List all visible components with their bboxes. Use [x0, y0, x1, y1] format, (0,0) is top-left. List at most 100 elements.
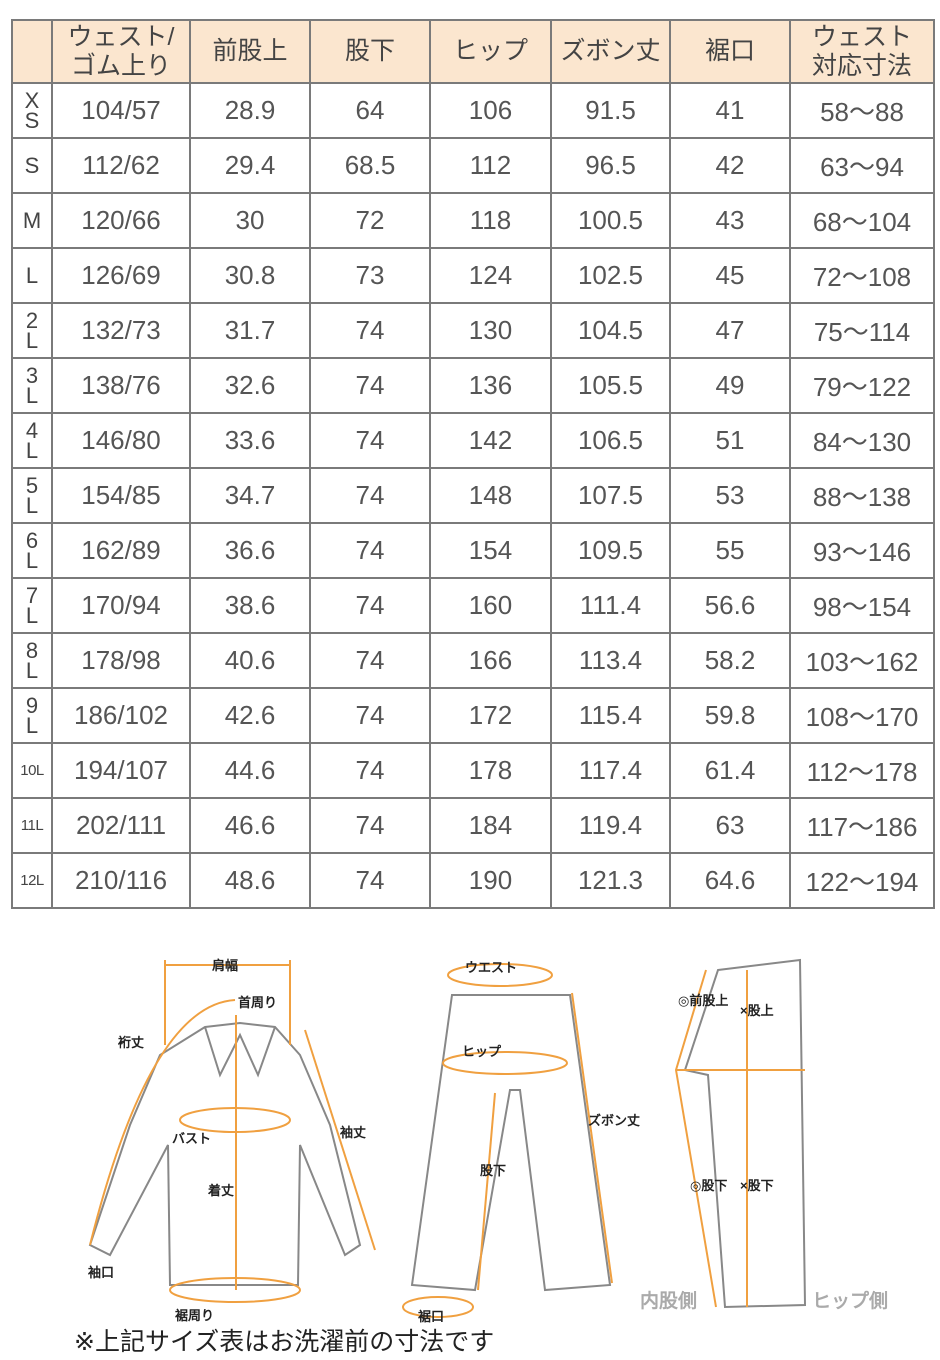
table-cell: 107.5 — [550, 467, 671, 524]
footnote: ※上記サイズ表はお洗濯前の寸法です — [74, 1328, 495, 1356]
table-cell: 30 — [189, 192, 311, 249]
label-front-rise: ◎前股上 — [678, 993, 728, 1008]
table-cell: 74 — [309, 742, 431, 799]
table-row: M 120/66 30 72 118 100.5 43 68〜104 — [11, 192, 935, 249]
label-neck: 首周り — [238, 995, 277, 1010]
table-cell: 28.9 — [189, 82, 311, 139]
label-inseam: 股下 — [480, 1163, 506, 1178]
table-cell: 34.7 — [189, 467, 311, 524]
table-cell: 117.4 — [550, 742, 671, 799]
table-cell: 106 — [429, 82, 552, 139]
table-cell: 146/80 — [51, 412, 191, 469]
label-length: 着丈 — [207, 1183, 234, 1198]
table-row: 3 L 138/76 32.6 74 136 105.5 49 79〜122 — [11, 357, 935, 414]
label-cuff: 袖口 — [88, 1265, 114, 1280]
table-cell: 64.6 — [669, 852, 791, 909]
table-cell: 74 — [309, 632, 431, 689]
table-cell: 38.6 — [189, 577, 311, 634]
table-cell: 33.6 — [189, 412, 311, 469]
size-label: L — [11, 247, 53, 304]
table-cell: 31.7 — [189, 302, 311, 359]
table-cell: 178 — [429, 742, 552, 799]
table-cell: 84〜130 — [789, 412, 935, 469]
table-cell: 96.5 — [550, 137, 671, 194]
table-cell: 112 — [429, 137, 552, 194]
table-cell: 63〜94 — [789, 137, 935, 194]
column-header: ウェスト 対応寸法 — [789, 19, 935, 84]
table-cell: 74 — [309, 687, 431, 744]
table-cell: 124 — [429, 247, 552, 304]
table-cell: 154/85 — [51, 467, 191, 524]
table-cell: 41 — [669, 82, 791, 139]
label-hem: 裾周り — [175, 1308, 214, 1323]
label-bust: バスト — [172, 1131, 211, 1146]
table-cell: 74 — [309, 852, 431, 909]
table-cell: 59.8 — [669, 687, 791, 744]
column-header: 裾口 — [669, 19, 791, 84]
column-header: ヒップ — [429, 19, 552, 84]
table-cell: 45 — [669, 247, 791, 304]
table-row: 12L 210/116 48.6 74 190 121.3 64.6 122〜194 — [11, 852, 935, 909]
table-cell: 132/73 — [51, 302, 191, 359]
size-chart-table: ウェスト/ ゴム上り 前股上 股下 ヒップ ズボン丈 裾口 ウェスト 対応寸法 X S 104/… — [11, 19, 935, 909]
table-cell: 122〜194 — [789, 852, 935, 909]
label-hip: ヒップ — [462, 1044, 502, 1059]
table-cell: 29.4 — [189, 137, 311, 194]
table-cell: 117〜186 — [789, 797, 935, 854]
table-cell: 111.4 — [550, 577, 671, 634]
table-cell: 42 — [669, 137, 791, 194]
table-cell: 210/116 — [51, 852, 191, 909]
table-row: 10L 194/107 44.6 74 178 117.4 61.4 112〜178 — [11, 742, 935, 799]
table-row: 8 L 178/98 40.6 74 166 113.4 58.2 103〜162 — [11, 632, 935, 689]
table-cell: 40.6 — [189, 632, 311, 689]
table-cell: 47 — [669, 302, 791, 359]
table-row: 9 L 186/102 42.6 74 172 115.4 59.8 108〜170 — [11, 687, 935, 744]
table-cell: 104/57 — [51, 82, 191, 139]
label-waist: ウエスト — [465, 960, 517, 975]
table-row: 11L 202/111 46.6 74 184 119.4 63 117〜186 — [11, 797, 935, 854]
table-cell: 178/98 — [51, 632, 191, 689]
table-cell: 74 — [309, 467, 431, 524]
table-cell: 112/62 — [51, 137, 191, 194]
table-cell: 121.3 — [550, 852, 671, 909]
table-row: L 126/69 30.8 73 124 102.5 45 72〜108 — [11, 247, 935, 304]
label-hip-side: ヒップ側 — [812, 1289, 888, 1312]
table-cell: 68.5 — [309, 137, 431, 194]
table-cell: 56.6 — [669, 577, 791, 634]
table-cell: 138/76 — [51, 357, 191, 414]
table-cell: 73 — [309, 247, 431, 304]
table-cell: 126/69 — [51, 247, 191, 304]
table-cell: 119.4 — [550, 797, 671, 854]
table-cell: 72〜108 — [789, 247, 935, 304]
table-cell: 79〜122 — [789, 357, 935, 414]
table-row: X S 104/57 28.9 64 106 91.5 41 58〜88 — [11, 82, 935, 139]
table-cell: 162/89 — [51, 522, 191, 579]
header-row: ウェスト/ ゴム上り 前股上 股下 ヒップ ズボン丈 裾口 ウェスト 対応寸法 — [11, 19, 935, 84]
size-label: 10L — [11, 742, 53, 799]
table-cell: 115.4 — [550, 687, 671, 744]
column-header: 股下 — [309, 19, 431, 84]
table-row: S 112/62 29.4 68.5 112 96.5 42 63〜94 — [11, 137, 935, 194]
label-yuki: 裄丈 — [117, 1035, 144, 1050]
table-cell: 106.5 — [550, 412, 671, 469]
table-row: 2 L 132/73 31.7 74 130 104.5 47 75〜114 — [11, 302, 935, 359]
column-header: 前股上 — [189, 19, 311, 84]
table-cell: 75〜114 — [789, 302, 935, 359]
table-cell: 88〜138 — [789, 467, 935, 524]
table-cell: 74 — [309, 357, 431, 414]
table-cell: 142 — [429, 412, 552, 469]
label-pants-length: ズボン丈 — [588, 1113, 640, 1128]
table-cell: 58.2 — [669, 632, 791, 689]
table-cell: 32.6 — [189, 357, 311, 414]
table-cell: 43 — [669, 192, 791, 249]
table-cell: 51 — [669, 412, 791, 469]
table-cell: 166 — [429, 632, 552, 689]
measurement-diagram: 肩幅 首周り 裄丈 袖丈 バスト 着丈 袖口 裾周り ウエスト ヒップ 股下 ズ… — [88, 958, 888, 1324]
table-cell: 64 — [309, 82, 431, 139]
table-cell: 108〜170 — [789, 687, 935, 744]
